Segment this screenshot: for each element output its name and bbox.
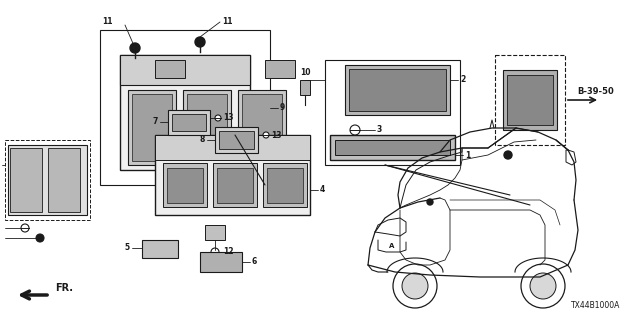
- Bar: [128, 90, 176, 165]
- Bar: [120, 55, 250, 85]
- Bar: [167, 168, 203, 203]
- Circle shape: [521, 264, 565, 308]
- Circle shape: [402, 273, 428, 299]
- Text: 2: 2: [460, 76, 465, 84]
- Circle shape: [36, 234, 44, 242]
- Bar: [155, 135, 310, 160]
- Circle shape: [211, 248, 219, 256]
- Bar: [349, 69, 446, 111]
- Circle shape: [350, 125, 360, 135]
- Bar: [10, 148, 42, 212]
- Bar: [142, 240, 178, 258]
- Bar: [238, 90, 286, 165]
- Bar: [335, 140, 450, 155]
- Bar: [132, 94, 172, 161]
- Bar: [120, 55, 250, 170]
- Bar: [495, 55, 565, 145]
- Bar: [242, 94, 282, 161]
- Bar: [300, 80, 310, 95]
- Text: 12: 12: [223, 247, 234, 257]
- Text: 13: 13: [271, 131, 282, 140]
- Text: 13: 13: [223, 114, 234, 123]
- Bar: [345, 65, 450, 115]
- Text: FR.: FR.: [55, 283, 73, 293]
- Bar: [507, 75, 553, 125]
- Text: 7: 7: [152, 117, 158, 126]
- Bar: [205, 225, 225, 240]
- Circle shape: [21, 224, 29, 232]
- Bar: [213, 163, 257, 207]
- Bar: [168, 110, 210, 135]
- Text: 1: 1: [465, 150, 470, 159]
- Text: 9: 9: [280, 103, 285, 112]
- Bar: [183, 90, 231, 165]
- Circle shape: [504, 151, 512, 159]
- Bar: [265, 60, 295, 78]
- Bar: [155, 60, 185, 78]
- Bar: [503, 70, 557, 130]
- Text: TX44B1000A: TX44B1000A: [571, 301, 620, 310]
- Bar: [330, 135, 455, 160]
- Bar: [8, 145, 87, 215]
- Text: 4: 4: [320, 186, 325, 195]
- Bar: [163, 163, 207, 207]
- Bar: [267, 168, 303, 203]
- Bar: [100, 30, 270, 185]
- Bar: [325, 60, 460, 165]
- Text: 11: 11: [222, 18, 232, 27]
- Text: 3: 3: [377, 125, 382, 134]
- Bar: [263, 163, 307, 207]
- Bar: [215, 127, 258, 153]
- Bar: [5, 140, 90, 220]
- Text: 8: 8: [200, 135, 205, 145]
- Bar: [219, 131, 254, 149]
- Circle shape: [130, 43, 140, 53]
- Circle shape: [215, 115, 221, 121]
- Circle shape: [427, 199, 433, 205]
- Text: B-39-50: B-39-50: [577, 87, 614, 97]
- Circle shape: [393, 264, 437, 308]
- Text: A: A: [389, 243, 395, 249]
- Circle shape: [530, 273, 556, 299]
- Bar: [155, 135, 310, 215]
- Text: 10: 10: [300, 68, 310, 77]
- Text: 6: 6: [252, 258, 257, 267]
- Bar: [48, 148, 80, 212]
- Bar: [172, 114, 206, 131]
- Circle shape: [263, 132, 269, 138]
- Bar: [200, 252, 242, 272]
- Text: 11: 11: [102, 18, 113, 27]
- Bar: [217, 168, 253, 203]
- Circle shape: [195, 37, 205, 47]
- Bar: [187, 94, 227, 161]
- Text: 5: 5: [125, 244, 130, 252]
